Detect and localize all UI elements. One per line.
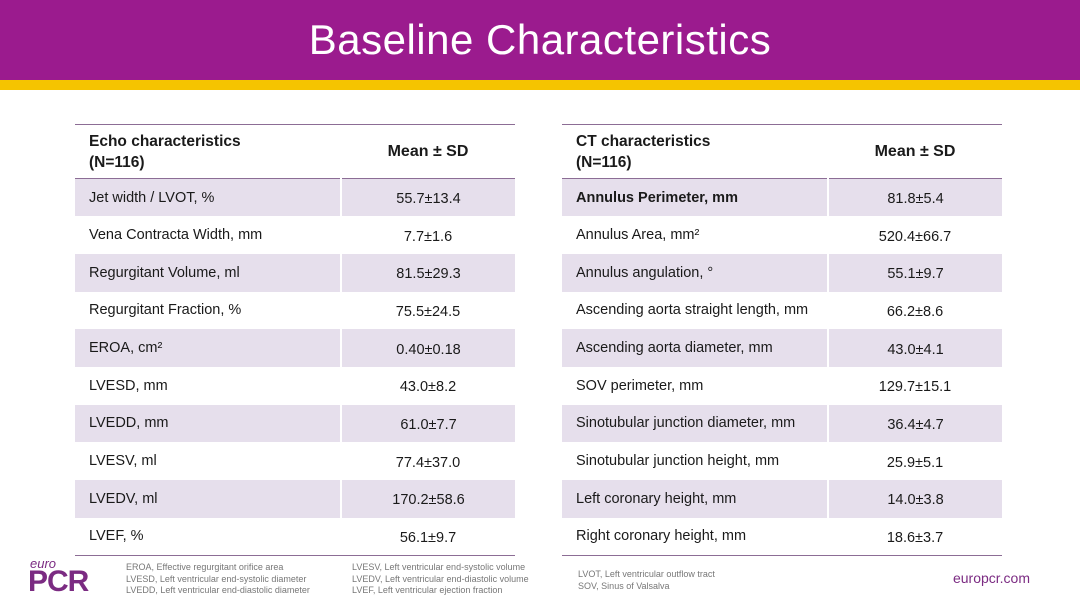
ct-row-value: 81.8±5.4	[828, 178, 1002, 217]
echo-row-label: LVEF, %	[75, 517, 341, 556]
ct-row-label: Ascending aorta diameter, mm	[562, 329, 829, 367]
ct-table-row: Ascending aorta diameter, mm 43.0±4.1	[562, 329, 1002, 367]
ct-table-row: Sinotubular junction diameter, mm 36.4±4.…	[562, 404, 1002, 443]
ct-row-label: SOV perimeter, mm	[562, 366, 828, 405]
ct-row-value: 14.0±3.8	[828, 480, 1002, 518]
ct-row-label: Left coronary height, mm	[562, 480, 829, 518]
ct-table-row: Annulus Area, mm² 520.4±66.7	[562, 216, 1002, 254]
echo-header-title: Echo characteristics	[89, 132, 241, 150]
echo-row-value: 56.1±9.7	[341, 517, 515, 556]
ct-table-row: SOV perimeter, mm 129.7±15.1	[562, 366, 1002, 405]
echo-row-label: Jet width / LVOT, %	[75, 178, 342, 217]
footnotes-column-3: LVOT, Left ventricular outflow tract SOV…	[578, 569, 715, 592]
echo-row-label: LVEDD, mm	[75, 404, 342, 443]
ct-row-value: 43.0±4.1	[828, 329, 1002, 367]
ct-row-value: 25.9±5.1	[828, 442, 1002, 480]
echo-table-row: Regurgitant Volume, ml 81.5±29.3	[75, 253, 515, 292]
echo-table-row: Vena Contracta Width, mm 7.7±1.6	[75, 216, 515, 254]
ct-row-value: 129.7±15.1	[828, 366, 1002, 405]
echo-table-row: LVESV, ml 77.4±37.0	[75, 442, 515, 480]
echo-row-value: 75.5±24.5	[341, 291, 515, 330]
ct-table-row: Left coronary height, mm 14.0±3.8	[562, 480, 1002, 518]
echo-table-row: LVEDV, ml 170.2±58.6	[75, 480, 515, 518]
ct-table-header: CT characteristics (N=116) Mean ± SD	[562, 124, 1002, 179]
echo-row-value: 0.40±0.18	[341, 329, 515, 367]
footnote-line: LVESD, Left ventricular end-systolic dia…	[126, 573, 307, 584]
echo-row-label: EROA, cm²	[75, 329, 342, 367]
ct-row-value: 55.1±9.7	[828, 253, 1002, 292]
europcr-logo: euro PCR	[28, 556, 98, 600]
echo-row-label: Regurgitant Fraction, %	[75, 291, 341, 330]
ct-header-stat: Mean ± SD	[828, 124, 1002, 179]
logo-euro-text: euro	[30, 556, 57, 571]
echo-row-label: Regurgitant Volume, ml	[75, 253, 342, 292]
echo-table-header: Echo characteristics (N=116) Mean ± SD	[75, 124, 515, 179]
echo-table-body: Jet width / LVOT, % 55.7±13.4 Vena Contrac…	[75, 178, 515, 556]
echo-row-label: Vena Contracta Width, mm	[75, 216, 341, 254]
footnote-line: LVESV, Left ventricular end-systolic vol…	[352, 562, 526, 572]
ct-table-row: Right coronary height, mm 18.6±3.7	[562, 517, 1002, 556]
title-underline-stripe	[0, 80, 1080, 90]
echo-table-row: Jet width / LVOT, % 55.7±13.4	[75, 178, 515, 217]
echo-row-value: 81.5±29.3	[341, 253, 515, 292]
ct-table-row: Sinotubular junction height, mm 25.9±5.1	[562, 442, 1002, 480]
ct-header-title: CT characteristics	[576, 132, 711, 150]
ct-row-label: Annulus Perimeter, mm	[562, 178, 829, 217]
footnotes-column-1: EROA, Effective regurgitant orifice area…	[126, 562, 310, 597]
ct-row-label: Annulus Area, mm²	[562, 216, 828, 254]
footnote-line: LVEDD, Left ventricular end-diastolic di…	[126, 585, 310, 595]
slide-title: Baseline Characteristics	[308, 16, 772, 63]
footnote-line: LVEDV, Left ventricular end-diastolic vo…	[352, 573, 529, 584]
ct-characteristics-table: CT characteristics (N=116) Mean ± SD Ann…	[562, 124, 1002, 556]
echo-characteristics-table: Echo characteristics (N=116) Mean ± SD J…	[75, 124, 515, 556]
echo-row-label: LVESD, mm	[75, 366, 341, 405]
footnote-line: LVEF, Left ventricular ejection fraction	[352, 585, 503, 595]
echo-row-value: 77.4±37.0	[341, 442, 515, 480]
echo-table-row: LVESD, mm 43.0±8.2	[75, 366, 515, 405]
ct-row-value: 36.4±4.7	[828, 404, 1002, 443]
ct-table-row: Annulus Perimeter, mm 81.8±5.4	[562, 178, 1002, 217]
footnote-line: LVOT, Left ventricular outflow tract	[578, 569, 715, 579]
title-bar: Baseline Characteristics	[0, 0, 1080, 80]
echo-header-label: Echo characteristics (N=116)	[75, 124, 341, 179]
echo-table-row: Regurgitant Fraction, % 75.5±24.5	[75, 291, 515, 330]
ct-row-label: Annulus angulation, °	[562, 253, 829, 292]
ct-header-label: CT characteristics (N=116)	[562, 124, 828, 179]
logo-pcr-text: PCR	[28, 565, 89, 598]
footnote-line: SOV, Sinus of Valsalva	[578, 580, 670, 591]
echo-table-row: LVEDD, mm 61.0±7.7	[75, 404, 515, 443]
ct-row-label: Right coronary height, mm	[562, 517, 828, 556]
echo-row-label: LVEDV, ml	[75, 480, 342, 518]
website-link[interactable]: europcr.com	[952, 570, 1030, 586]
ct-row-label: Ascending aorta straight length, mm	[562, 291, 828, 330]
ct-row-value: 66.2±8.6	[828, 291, 1002, 330]
ct-row-value: 520.4±66.7	[828, 216, 1002, 254]
ct-row-label: Sinotubular junction height, mm	[562, 442, 828, 480]
ct-table-body: Annulus Perimeter, mm 81.8±5.4 Annulus Are…	[562, 178, 1002, 556]
echo-row-value: 43.0±8.2	[341, 366, 515, 405]
echo-header-n: (N=116)	[89, 153, 145, 171]
echo-row-value: 170.2±58.6	[341, 480, 515, 518]
ct-table-row: Annulus angulation, ° 55.1±9.7	[562, 253, 1002, 292]
ct-row-value: 18.6±3.7	[828, 517, 1002, 556]
echo-header-stat: Mean ± SD	[341, 124, 515, 179]
echo-table-row: LVEF, % 56.1±9.7	[75, 517, 515, 556]
echo-row-value: 61.0±7.7	[341, 404, 515, 443]
ct-header-n: (N=116)	[576, 153, 632, 171]
echo-row-label: LVESV, ml	[75, 442, 341, 480]
ct-row-label: Sinotubular junction diameter, mm	[562, 404, 829, 443]
footnotes-column-2: LVESV, Left ventricular end-systolic vol…	[352, 562, 529, 597]
echo-row-value: 55.7±13.4	[341, 178, 515, 217]
footnote-line: EROA, Effective regurgitant orifice area	[126, 562, 284, 572]
ct-table-row: Ascending aorta straight length, mm 66.2±…	[562, 291, 1002, 330]
echo-table-row: EROA, cm² 0.40±0.18	[75, 329, 515, 367]
echo-row-value: 7.7±1.6	[341, 216, 515, 254]
